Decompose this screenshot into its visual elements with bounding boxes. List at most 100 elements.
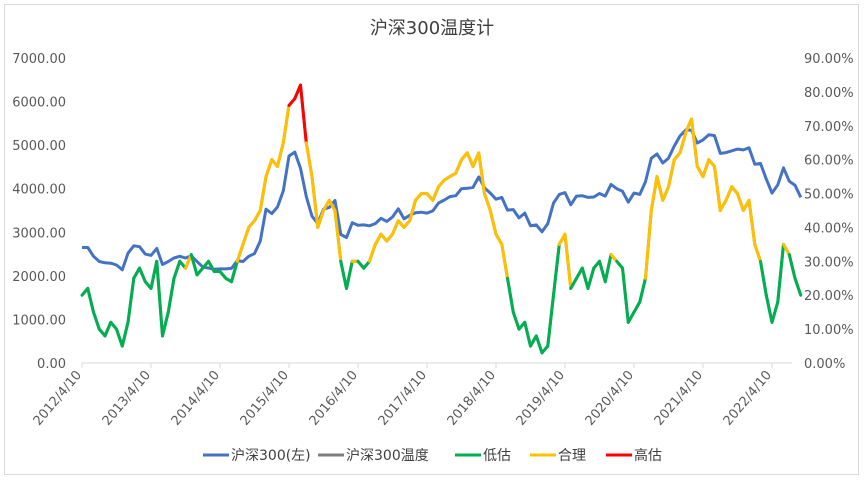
temperature-segment-mid [690, 117, 699, 168]
right-tick-label: 20.00% [804, 289, 854, 304]
temperature-segment-low [569, 276, 578, 290]
right-axis-labels: 0.00% 10.00% 20.00% 30.00% 40.00% 50.00% 60.00… [804, 52, 854, 372]
temperature-segment-low [764, 293, 774, 324]
temperature-segment-mid [782, 242, 791, 257]
temperature-segment-low [580, 266, 590, 290]
temperature-segment-low [339, 259, 348, 290]
temperature-segment-mid [431, 185, 440, 202]
temperature-segment-mid [276, 141, 285, 168]
x-tick-label: 2015/4/10 [238, 368, 292, 429]
x-tick-label: 2018/4/10 [445, 368, 499, 429]
temperature-segment-mid [678, 131, 688, 155]
temperature-segment-low [603, 253, 613, 284]
temperature-segment-mid [649, 175, 659, 212]
right-tick-label: 0.00% [804, 357, 845, 372]
temperature-segment-mid [736, 192, 745, 212]
temperature-segment-mid [368, 242, 377, 263]
temperature-segment-low [92, 310, 101, 331]
temperature-segment-mid [644, 209, 653, 280]
left-tick-label: 0.00 [37, 357, 66, 372]
temperature-segment-mid [253, 209, 262, 223]
temperature-segment-mid [724, 185, 734, 202]
temperature-segment-low [523, 320, 532, 348]
right-tick-label: 50.00% [804, 188, 854, 203]
left-tick-label: 4000.00 [12, 183, 66, 198]
temperature-segment-mid [500, 242, 509, 280]
x-tick-label: 2020/4/10 [583, 368, 637, 429]
temperature-segment-low [230, 259, 239, 284]
x-tick-label: 2017/4/10 [376, 368, 430, 429]
temperature-segment-mid [327, 198, 337, 212]
temperature-segment-low [132, 266, 141, 280]
right-tick-label: 10.00% [804, 323, 854, 338]
temperature-segment-mid [494, 232, 504, 246]
temperature-segment-mid [488, 209, 498, 236]
temperature-segment-low [207, 259, 216, 273]
legend-label: 合理 [558, 448, 586, 464]
right-tick-label: 30.00% [804, 255, 854, 270]
temperature-segment-low [793, 276, 803, 297]
temperature-segment-low [534, 334, 544, 355]
temperature-segment-low [120, 320, 130, 348]
temperature-segment-low [115, 327, 124, 348]
temperature-segment-mid [184, 253, 193, 270]
left-tick-label: 1000.00 [12, 313, 66, 328]
temperature-segment-mid [322, 198, 331, 212]
left-axis-labels: 0.00 1000.00 2000.00 3000.00 4000.00 5000.00 6… [12, 52, 66, 372]
temperature-segment-low [86, 286, 95, 314]
temperature-segment-low [155, 259, 164, 338]
temperature-segment-low [638, 276, 647, 304]
index-line [82, 128, 803, 272]
temperature-segment-mid [483, 192, 492, 212]
legend-label: 低估 [483, 448, 511, 464]
temperature-segment-low [586, 266, 596, 290]
legend-label: 高估 [634, 447, 662, 464]
temperature-segment-mid [753, 242, 762, 263]
temperature-segment-low [126, 276, 136, 324]
temperature-segment-mid [258, 175, 268, 212]
x-tick-label: 2022/4/10 [721, 368, 775, 429]
temperature-segment-mid [718, 198, 728, 212]
temperature-segment-high [299, 83, 308, 145]
temperature-segment-mid [391, 219, 400, 236]
x-tick-label: 2016/4/10 [307, 368, 361, 429]
temperature-segment-low [621, 266, 630, 324]
temperature-segment-mid [333, 209, 343, 263]
temperature-segment-mid [713, 164, 722, 212]
temperature-segment-low [546, 293, 555, 348]
temperature-segment-mid [465, 151, 475, 168]
right-tick-label: 70.00% [804, 120, 854, 135]
temperature-segment-low [770, 300, 780, 324]
left-tick-label: 6000.00 [12, 96, 66, 111]
temperature-segment-mid [477, 151, 486, 196]
temperature-segment-mid [408, 198, 417, 223]
temperature-segment-low [103, 320, 113, 338]
x-tick-label: 2019/4/10 [514, 368, 568, 429]
temperature-segment-low [161, 310, 170, 338]
plot-lines [80, 83, 803, 355]
temperature-segment-mid [235, 242, 245, 263]
temperature-segment-mid [310, 175, 320, 229]
temperature-segment-low [552, 242, 561, 297]
left-tick-label: 3000.00 [12, 226, 66, 241]
right-tick-label: 90.00% [804, 52, 854, 67]
temperature-segment-mid [304, 141, 314, 179]
temperature-segment-mid [281, 103, 291, 145]
legend-label: 沪深300温度 [346, 448, 429, 464]
temperature-segment-low [506, 276, 515, 314]
temperature-segment-low [776, 242, 785, 304]
x-axis-labels: 2012/4/10 2013/4/10 2014/4/10 2015/4/10 2016… [31, 363, 775, 429]
left-tick-label: 2000.00 [12, 270, 66, 285]
temperature-segment-mid [316, 209, 325, 229]
right-tick-label: 40.00% [804, 221, 854, 236]
temperature-segment-low [598, 259, 607, 284]
temperature-segment-mid [747, 198, 757, 246]
temperature-segment-mid [373, 232, 383, 246]
temperature-segment-low [787, 253, 797, 280]
left-tick-label: 7000.00 [12, 52, 66, 67]
temperature-segment-low [511, 310, 521, 331]
legend-label: 沪深300(左) [231, 448, 311, 464]
temperature-segment-mid [655, 175, 665, 202]
left-tick-label: 5000.00 [12, 139, 66, 154]
